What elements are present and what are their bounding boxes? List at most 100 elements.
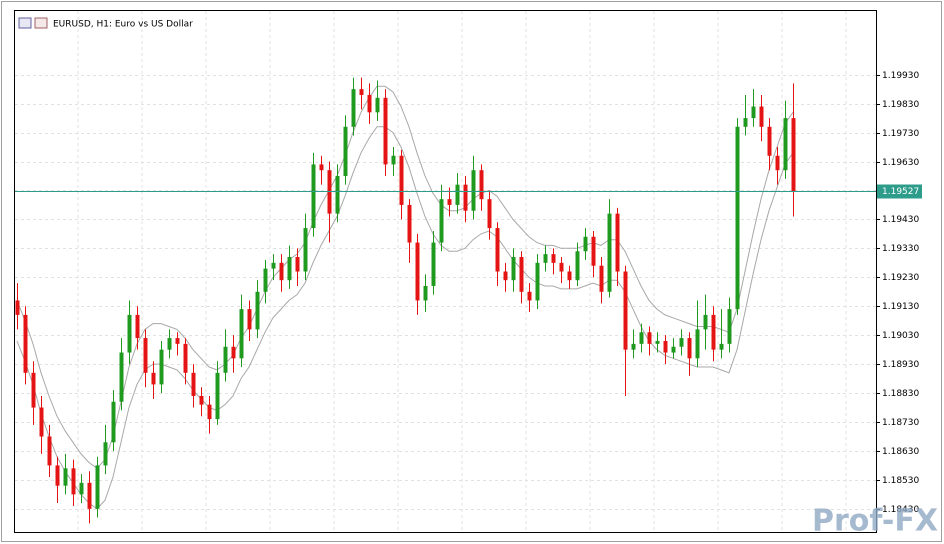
candle-body [103, 442, 108, 466]
candle-body [551, 254, 556, 263]
candle-body [271, 262, 276, 269]
candle-body [615, 213, 620, 272]
candle-body [287, 257, 292, 281]
candle-body [231, 346, 236, 359]
plot-border [14, 10, 877, 533]
candle-body [543, 254, 548, 263]
y-tick-label: 1.18730 [882, 418, 919, 428]
symbol-icon [18, 17, 48, 29]
candle-body [215, 372, 220, 420]
candle-body [479, 170, 484, 200]
candle-body [647, 332, 652, 344]
candle-body [159, 349, 164, 385]
candle-body [423, 285, 428, 301]
candle-body [671, 346, 676, 353]
candle-body [783, 118, 788, 171]
candle-body [447, 199, 452, 205]
candle-body [591, 236, 596, 266]
chart-title: EURUSD, H1: Euro vs US Dollar [53, 20, 193, 30]
candle-body [567, 271, 572, 281]
candle-body [775, 155, 780, 171]
candle-body [247, 309, 252, 330]
candle-body [431, 242, 436, 286]
candle-body [319, 164, 324, 171]
candle-body [711, 314, 716, 350]
icon [34, 17, 48, 29]
y-tick-label: 1.19930 [882, 71, 919, 81]
y-tick-label: 1.18830 [882, 389, 919, 399]
candle-body [143, 338, 148, 373]
candle-body [519, 257, 524, 292]
candle-body [335, 175, 340, 214]
candle-body [239, 309, 244, 359]
candle-body [631, 343, 636, 350]
candle-body [367, 94, 372, 113]
candle-body [63, 468, 68, 486]
candle-body [87, 482, 92, 509]
candle-body [71, 468, 76, 495]
candle-body [607, 213, 612, 292]
candle-body [111, 401, 116, 443]
y-tick-label: 1.19730 [882, 129, 919, 139]
candle-body [223, 346, 228, 373]
candle-body [575, 251, 580, 281]
candle-body [751, 106, 756, 119]
candle-body [487, 199, 492, 229]
candle-body [303, 228, 308, 272]
candle-body [791, 118, 796, 192]
candle-body [743, 118, 748, 127]
watermark: Prof-FX [812, 504, 938, 539]
candle-body [351, 89, 356, 127]
candle-body [503, 271, 508, 281]
candle-body [31, 372, 36, 408]
candle-body [639, 332, 644, 344]
candle-body [679, 338, 684, 347]
candle-body [263, 268, 268, 292]
candle-body [95, 465, 100, 509]
candle-body [135, 314, 140, 339]
candle-body [623, 271, 628, 350]
last-price-label: 1.19527 [882, 187, 919, 197]
candle-body [311, 164, 316, 229]
y-tick-label: 1.19330 [882, 244, 919, 254]
candle-body [511, 257, 516, 281]
candle-body [175, 338, 180, 344]
candle-body [663, 340, 668, 353]
icon [18, 17, 32, 29]
y-tick-label: 1.18530 [882, 476, 919, 486]
candle-body [399, 155, 404, 205]
y-tick-label: 1.18630 [882, 447, 919, 457]
candle-body [719, 343, 724, 350]
candle-body [735, 126, 740, 310]
candle-body [391, 155, 396, 165]
price-axis: 1.199301.198301.197301.196301.195301.194… [15, 71, 922, 515]
last-price-box [877, 184, 922, 199]
candle-body [495, 228, 500, 272]
candle-body [127, 314, 132, 353]
candle-body [279, 262, 284, 281]
candle-body [439, 199, 444, 243]
candle-body [727, 309, 732, 344]
grid [15, 11, 876, 532]
candle-body [375, 97, 380, 113]
candle-body [583, 236, 588, 252]
candle-body [23, 314, 28, 373]
candle-body [527, 291, 532, 301]
candle-body [359, 89, 364, 95]
candle-body [535, 262, 540, 301]
candle-body [559, 262, 564, 272]
candle-body [767, 126, 772, 156]
y-tick-label: 1.19430 [882, 215, 919, 225]
y-tick-label: 1.19230 [882, 273, 919, 283]
candle-body [687, 338, 692, 359]
y-tick-label: 1.18930 [882, 360, 919, 370]
candles [15, 77, 796, 524]
candle-body [15, 300, 20, 315]
y-tick-label: 1.19630 [882, 158, 919, 168]
y-tick-label: 1.18430 [882, 505, 919, 515]
y-tick-label: 1.19830 [882, 100, 919, 110]
candle-body [207, 404, 212, 420]
